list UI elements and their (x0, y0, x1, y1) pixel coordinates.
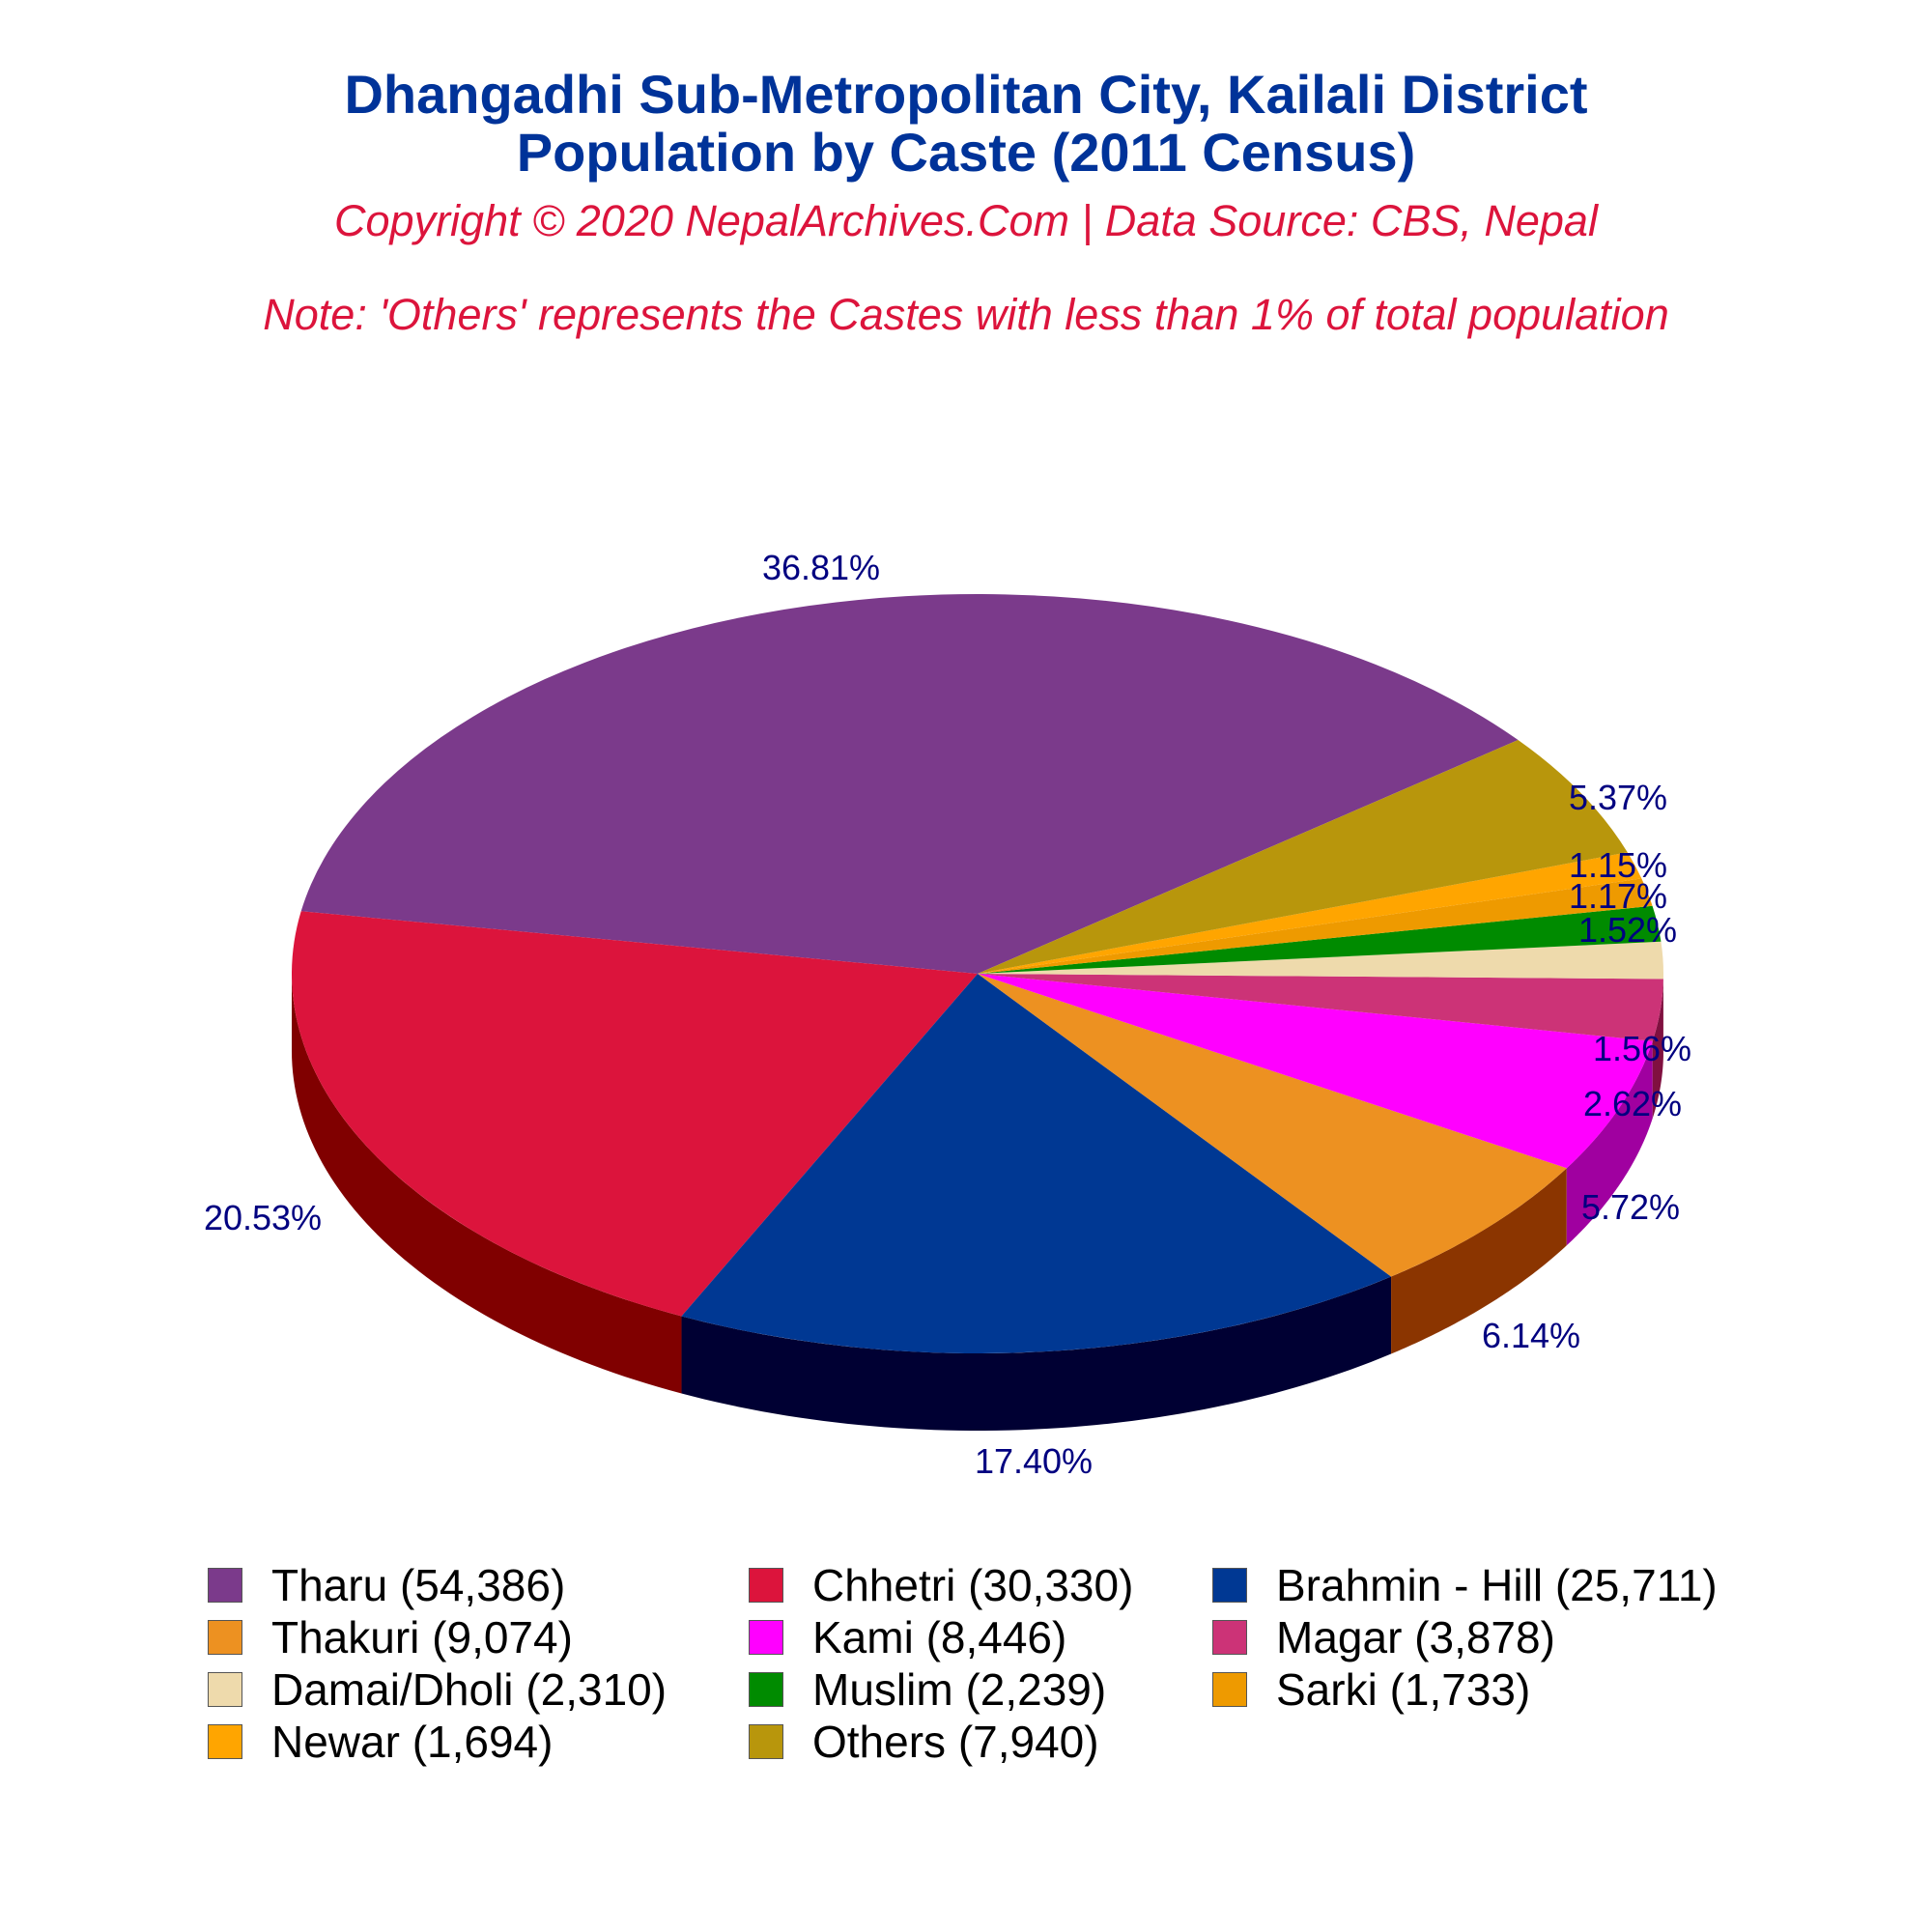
chart-title-line2: Population by Caste (2011 Census) (516, 122, 1416, 183)
pie-percent-label: 6.14% (1482, 1316, 1580, 1355)
note-text: Note: 'Others' represents the Castes wit… (263, 290, 1669, 339)
legend-label: Magar (3,878) (1276, 1612, 1555, 1662)
pie-slice-10 (978, 740, 1628, 974)
legend-item: Thakuri (9,074) (208, 1612, 573, 1662)
legend-item: Sarki (1,733) (1212, 1664, 1530, 1715)
legend-label: Newar (1,694) (271, 1717, 554, 1767)
legend-swatch (208, 1724, 242, 1759)
pie-slice-7 (978, 905, 1662, 974)
pie-percent-label: 36.81% (762, 548, 880, 587)
legend-swatch (208, 1672, 242, 1707)
pie-top (292, 593, 1663, 1353)
pie-slice-8 (978, 878, 1653, 974)
pie-slice-0 (300, 593, 1519, 974)
pie-percent-label: 1.15% (1569, 845, 1667, 885)
legend-swatch (1212, 1568, 1247, 1603)
legend-label: Kami (8,446) (812, 1612, 1067, 1662)
pie-percent-label: 1.17% (1569, 876, 1667, 916)
pie-percent-label: 2.62% (1583, 1084, 1682, 1123)
legend-item: Magar (3,878) (1212, 1612, 1555, 1662)
legend-item: Chhetri (30,330) (749, 1560, 1133, 1610)
legend-label: Muslim (2,239) (812, 1664, 1107, 1715)
pie-percent-label: 1.56% (1593, 1029, 1691, 1068)
legend-swatch (749, 1568, 783, 1603)
pie-side-2 (681, 1276, 1392, 1431)
legend-item: Others (7,940) (749, 1717, 1099, 1767)
legend-label: Brahmin - Hill (25,711) (1276, 1560, 1718, 1610)
legend-swatch (749, 1620, 783, 1655)
pie-side-3 (1391, 1168, 1567, 1354)
pie-slice-2 (681, 974, 1392, 1353)
legend-label: Thakuri (9,074) (271, 1612, 573, 1662)
pie-percent-label: 1.52% (1578, 910, 1677, 950)
copyright-text: Copyright © 2020 NepalArchives.Com | Dat… (334, 196, 1598, 245)
pie-percent-label: 5.37% (1569, 778, 1667, 817)
legend-item: Muslim (2,239) (749, 1664, 1106, 1715)
legend-label: Others (7,940) (812, 1717, 1099, 1767)
legend-item: Newar (1,694) (208, 1717, 553, 1767)
pie-slice-5 (978, 974, 1663, 1041)
legend-label: Tharu (54,386) (271, 1560, 566, 1610)
legend-item: Damai/Dholi (2,310) (208, 1664, 667, 1715)
pie-slice-6 (978, 941, 1663, 980)
pie-percent-label: 20.53% (204, 1198, 322, 1237)
legend-item: Tharu (54,386) (208, 1560, 565, 1610)
pie-side-4 (1566, 1040, 1653, 1246)
pie-slice-4 (978, 974, 1653, 1169)
pie-side-5 (1652, 979, 1663, 1119)
legend-item: Kami (8,446) (749, 1612, 1066, 1662)
legend-label: Damai/Dholi (2,310) (271, 1664, 668, 1715)
legend-label: Sarki (1,733) (1276, 1664, 1531, 1715)
pie-slice-9 (978, 852, 1642, 974)
pie-side-1 (292, 974, 682, 1394)
legend-swatch (208, 1568, 242, 1603)
legend-label: Chhetri (30,330) (812, 1560, 1134, 1610)
pie-percent-labels: 36.81% 20.53% 17.40% 6.14% 5.72% 2.62% 1.56% 1.… (204, 548, 1691, 1481)
pie-slice-3 (978, 974, 1567, 1277)
pie-percent-label: 5.72% (1581, 1187, 1680, 1227)
legend-swatch (749, 1672, 783, 1707)
pie-percent-label: 17.40% (975, 1441, 1093, 1481)
legend-swatch (1212, 1620, 1247, 1655)
legend-item: Brahmin - Hill (25,711) (1212, 1560, 1718, 1610)
legend-swatch (208, 1620, 242, 1655)
pie-side-walls (292, 974, 1663, 1431)
legend-swatch (1212, 1672, 1247, 1707)
pie-slice-1 (292, 911, 978, 1317)
chart-title-line1: Dhangadhi Sub-Metropolitan City, Kailali… (344, 64, 1588, 125)
legend-swatch (749, 1724, 783, 1759)
